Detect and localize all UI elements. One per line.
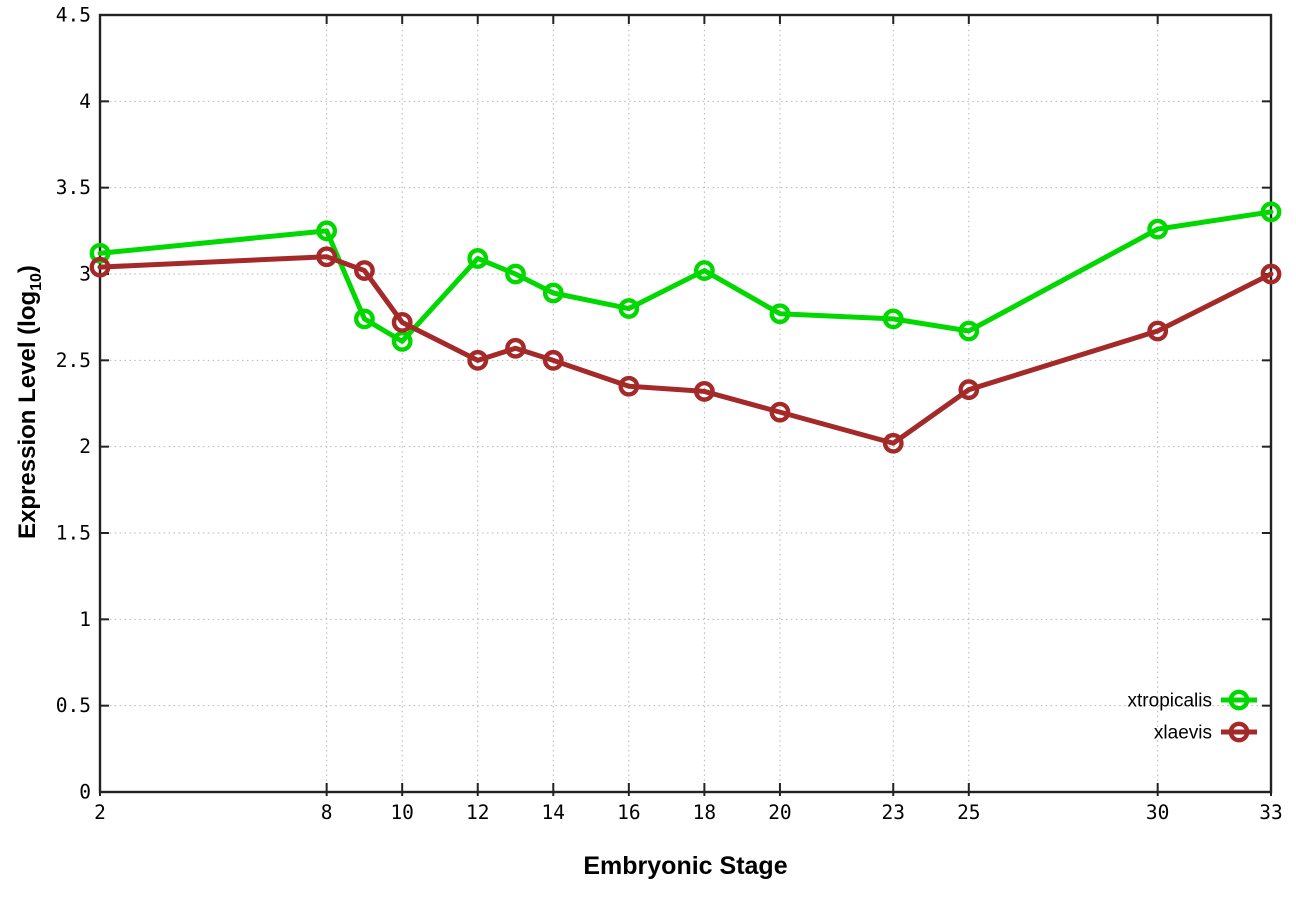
legend-label-xtropicalis: xtropicalis [1128,691,1212,712]
x-tick-label: 14 [542,801,565,824]
x-tick-label: 23 [882,801,905,824]
data-point-xtropicalis [769,303,791,325]
data-point-xlaevis [354,260,375,281]
data-point-xlaevis [882,432,904,454]
data-point-xlaevis [769,401,791,423]
x-tick-label: 10 [390,801,413,824]
data-point-xlaevis [316,246,338,268]
data-point-xlaevis [467,349,489,371]
data-point-xtropicalis [316,220,338,242]
x-tick-label: 12 [466,801,489,824]
data-point-xtropicalis [467,248,489,269]
data-point-xtropicalis [693,260,715,281]
data-point-xlaevis [542,349,564,371]
data-point-xlaevis [618,375,640,397]
x-tick-label: 30 [1146,801,1169,824]
plot-border [98,13,1273,794]
y-axis-title-text: Expression Level (log [14,290,42,539]
legend-label-xlaevis: xlaevis [1154,723,1212,744]
x-tick-label: 25 [957,801,980,824]
legend-sample-marker-xtropicalis [1228,689,1250,711]
data-point-xtropicalis [505,263,526,285]
y-axis-title-close: ) [14,265,42,274]
x-tick-label: 18 [693,801,716,824]
data-point-xlaevis [391,311,413,333]
y-tick-label: 4 [79,90,91,113]
data-point-xlaevis [693,381,715,402]
y-tick-label: 4.5 [56,4,91,27]
data-point-xtropicalis [542,282,564,304]
x-axis-title: Embryonic Stage [583,852,788,880]
series-line-xtropicalis [97,209,1274,344]
y-tick-label: 2.5 [56,349,91,372]
data-point-xtropicalis [354,308,375,330]
x-tick-label: 33 [1259,801,1282,824]
data-point-xlaevis [958,379,980,401]
y-tick-label: 2 [79,435,91,458]
y-tick-label: 1.5 [56,522,91,545]
y-tick-label: 0 [79,781,91,804]
data-point-xtropicalis [882,308,904,330]
data-point-xtropicalis [958,320,980,342]
y-axis-title: Expression Level (log10) [14,265,46,539]
y-axis-title-subscript: 10 [27,273,45,291]
data-point-xlaevis [1147,320,1169,342]
series-line-xlaevis [97,254,1274,446]
data-point-xlaevis [89,256,111,278]
data-point-xtropicalis [391,330,413,352]
data-point-xtropicalis [89,242,111,264]
data-point-xtropicalis [1260,201,1282,223]
y-tick-label: 1 [79,608,91,631]
x-tick-label: 2 [94,801,106,824]
data-point-xlaevis [1260,263,1282,285]
x-tick-label: 20 [768,801,791,824]
data-point-xtropicalis [618,298,640,319]
x-tick-label: 16 [617,801,640,824]
y-tick-label: 0.5 [56,694,91,717]
legend-sample-marker-xlaevis [1228,721,1250,743]
x-tick-label: 8 [321,801,333,824]
data-point-xtropicalis [1147,218,1169,240]
data-point-xlaevis [505,337,526,359]
y-tick-label: 3 [79,263,91,286]
y-tick-label: 3.5 [56,176,91,199]
